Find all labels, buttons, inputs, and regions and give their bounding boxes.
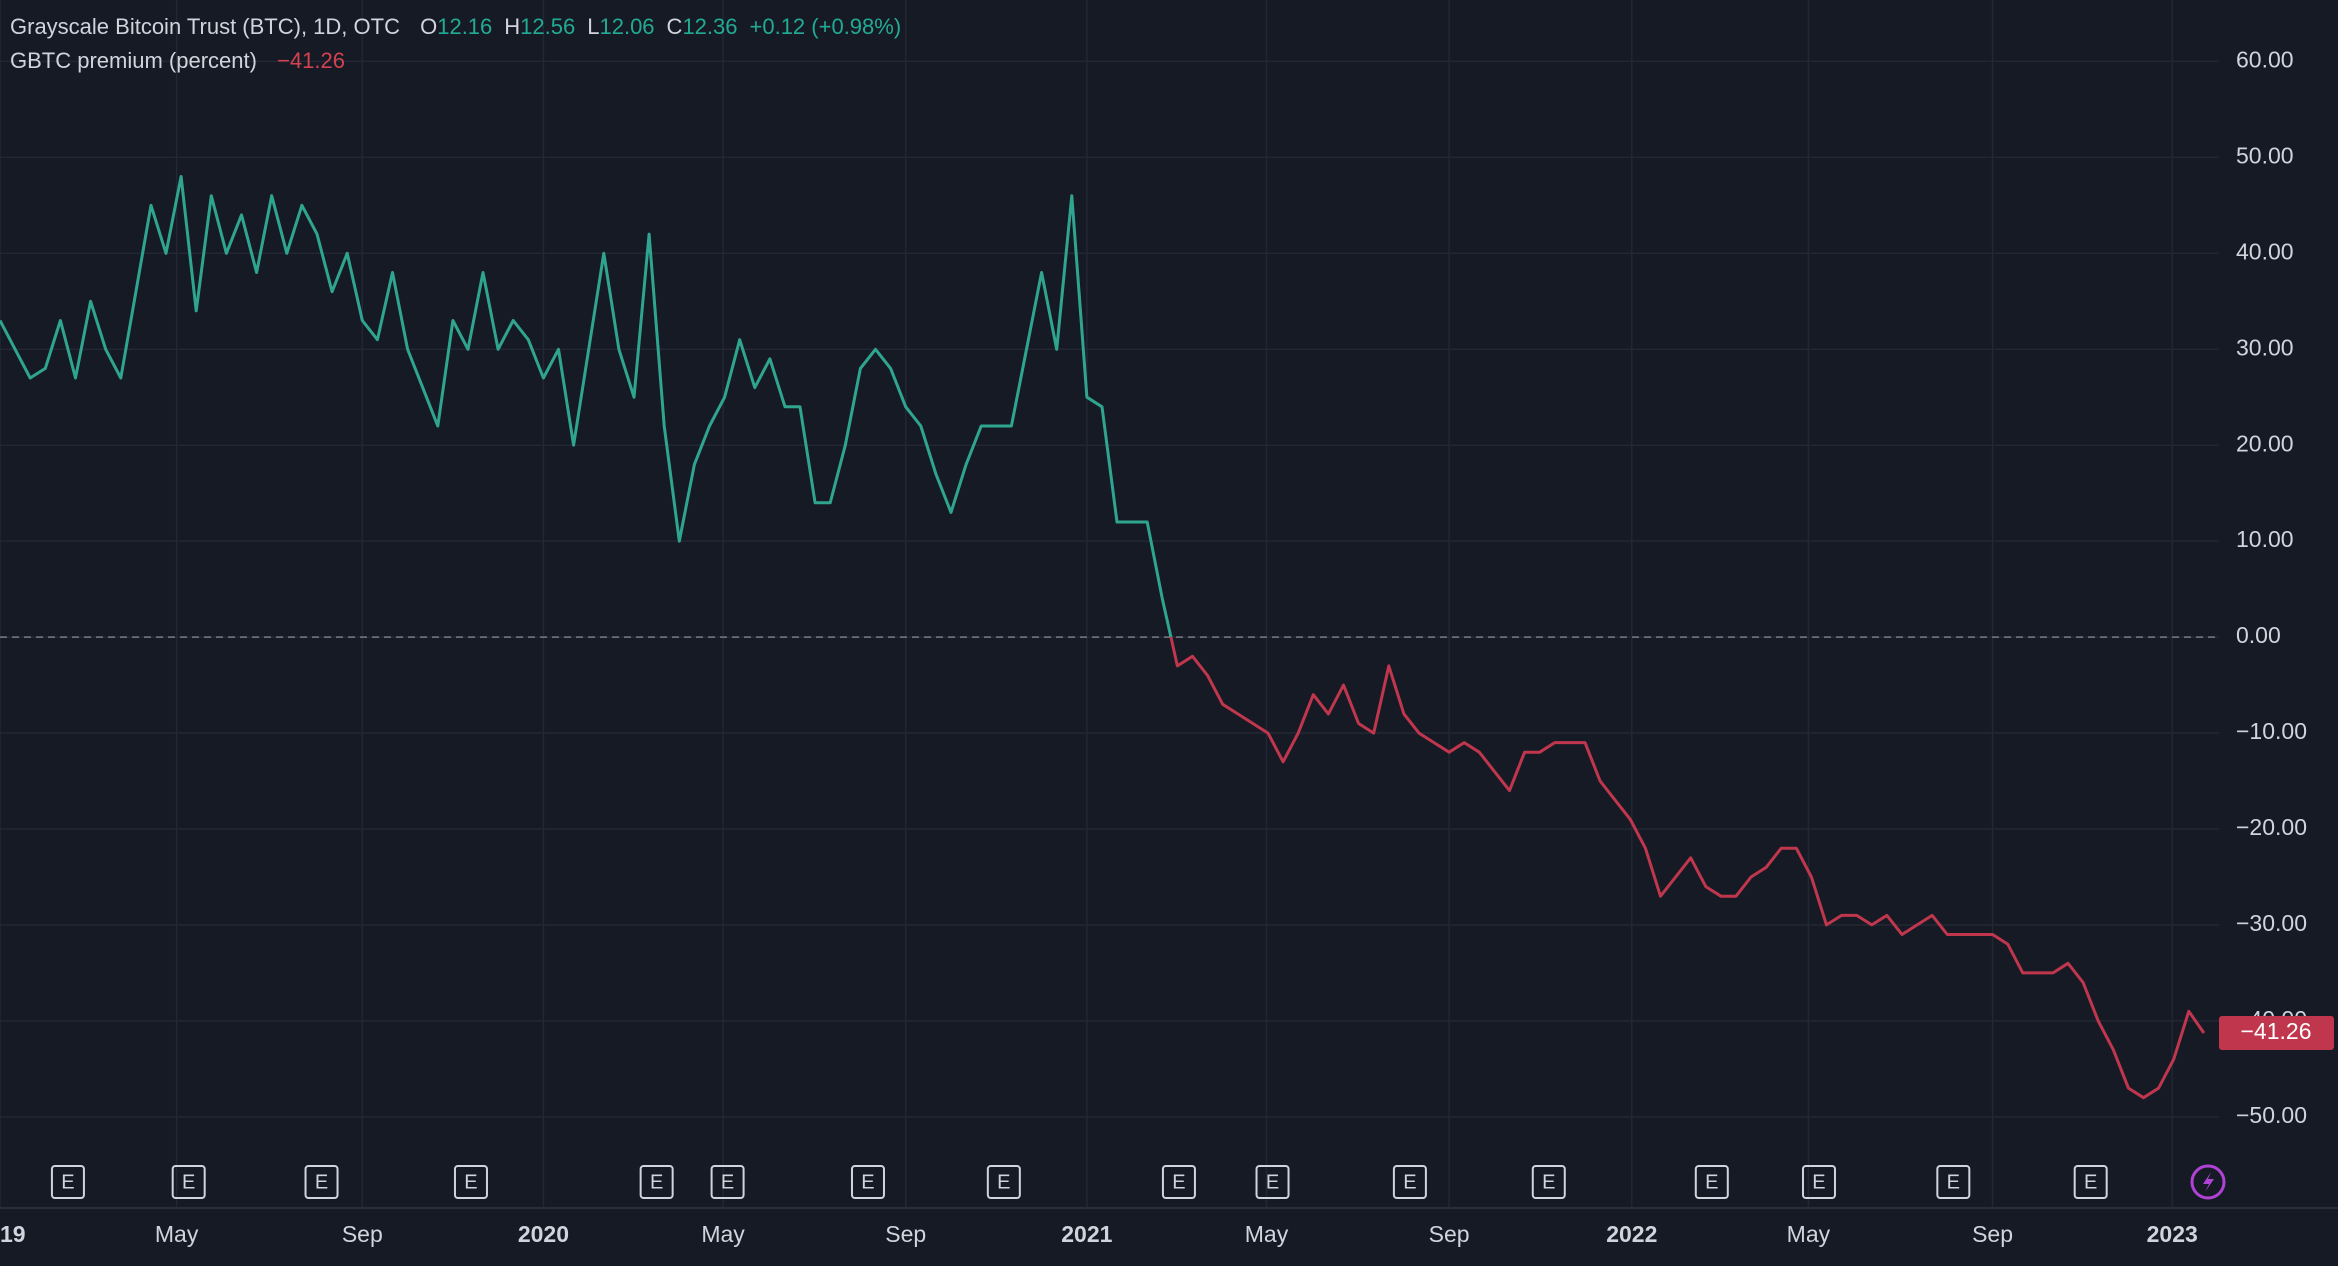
- earnings-label: E: [1266, 1171, 1279, 1193]
- earnings-label: E: [61, 1171, 74, 1193]
- grid: [0, 0, 2219, 1208]
- last-value-label: −41.26: [2241, 1018, 2312, 1044]
- ohlc-value: 12.16: [437, 14, 492, 39]
- earnings-marker: [1694, 1165, 1729, 1199]
- earnings-label: E: [1812, 1171, 1825, 1193]
- x-tick-label: 2022: [1606, 1221, 1657, 1247]
- y-tick-label: 50.00: [2236, 142, 2294, 168]
- earnings-label: E: [1172, 1171, 1185, 1193]
- earnings-label: E: [464, 1171, 477, 1193]
- y-tick-label: −20.00: [2236, 814, 2307, 840]
- replay-icon[interactable]: [2190, 1164, 2226, 1200]
- earnings-marker: [1161, 1165, 1196, 1199]
- x-tick-label: May: [701, 1221, 745, 1247]
- x-tick-label: May: [1787, 1221, 1831, 1247]
- earnings-label: E: [721, 1171, 734, 1193]
- ohlc-value: 12.56: [520, 14, 575, 39]
- ohlc-label: L: [587, 14, 599, 39]
- earnings-marker: [710, 1165, 745, 1199]
- axes: 60.00 50.00 40.00 30.00 20.00 10.00 0.00 −10.00…: [0, 46, 2334, 1247]
- earnings-marker: [171, 1165, 206, 1199]
- series-name: GBTC premium (percent): [10, 48, 257, 73]
- series-last-value: −41.26: [277, 48, 345, 73]
- earnings-marker: [639, 1165, 674, 1199]
- plot: [0, 175, 2219, 1100]
- x-tick-label: Sep: [1972, 1221, 2013, 1247]
- earnings-label: E: [315, 1171, 328, 1193]
- chart-title: Grayscale Bitcoin Trust (BTC), 1D, OTC: [10, 14, 400, 39]
- x-tick-label: May: [1245, 1221, 1289, 1247]
- y-tick-label: −50.00: [2236, 1102, 2307, 1128]
- earnings-marker: [850, 1165, 885, 1199]
- change: +0.12 (+0.98%): [750, 14, 902, 39]
- earnings-marker: [1392, 1165, 1427, 1199]
- y-tick-label: 10.00: [2236, 526, 2294, 552]
- header-line: Grayscale Bitcoin Trust (BTC), 1D, OTC O…: [10, 14, 901, 39]
- earnings-label: E: [861, 1171, 874, 1193]
- ohlc-label: H: [504, 14, 520, 39]
- x-tick-label: 2020: [518, 1221, 569, 1247]
- y-tick-label: −10.00: [2236, 718, 2307, 744]
- earnings-label: E: [2084, 1171, 2097, 1193]
- header: Grayscale Bitcoin Trust (BTC), 1D, OTC O…: [10, 14, 901, 73]
- icon-circle: [2190, 1164, 2226, 1200]
- icon-bolt: [2203, 1172, 2214, 1192]
- y-tick-label: 20.00: [2236, 430, 2294, 456]
- earnings-label: E: [1947, 1171, 1960, 1193]
- series-line: [0, 175, 2206, 1100]
- earnings-label: E: [182, 1171, 195, 1193]
- x-tick-label: 2023: [2147, 1221, 2198, 1247]
- y-tick-label: 60.00: [2236, 46, 2294, 72]
- earnings-label: E: [1542, 1171, 1555, 1193]
- x-tick-label: 2021: [1061, 1221, 1112, 1247]
- earnings-marker: [1255, 1165, 1290, 1199]
- x-tick-label: Sep: [342, 1221, 383, 1247]
- earnings-marker: [304, 1165, 339, 1199]
- earnings-label: E: [1705, 1171, 1718, 1193]
- ohlc-value: 12.06: [599, 14, 654, 39]
- x-tick-label: Sep: [1429, 1221, 1470, 1247]
- earnings-marker: [2073, 1165, 2108, 1199]
- earnings-marker: [1531, 1165, 1566, 1199]
- last-value-badge: [2219, 1015, 2334, 1050]
- x-tick-label: May: [155, 1221, 199, 1247]
- y-tick-label: −30.00: [2236, 910, 2307, 936]
- indicator-legend: GBTC premium (percent) −41.26: [10, 48, 345, 73]
- earnings-label: E: [650, 1171, 663, 1193]
- x-tick-label: Sep: [885, 1221, 926, 1247]
- y-tick-label: 40.00: [2236, 238, 2294, 264]
- earnings-marker: [1936, 1165, 1971, 1199]
- y-tick-label: 0.00: [2236, 622, 2281, 648]
- earnings-marker: [50, 1165, 85, 1199]
- earnings-marker: [1801, 1165, 1836, 1199]
- ohlc-label: O: [420, 14, 437, 39]
- earnings-marker: [986, 1165, 1021, 1199]
- x-tick-label: 19: [0, 1221, 26, 1247]
- earnings-marker: [453, 1165, 488, 1199]
- y-tick-label: 30.00: [2236, 334, 2294, 360]
- ohlc-value: 12.36: [682, 14, 737, 39]
- earnings-label: E: [1403, 1171, 1416, 1193]
- ohlc-label: C: [667, 14, 683, 39]
- earnings-label: E: [997, 1171, 1010, 1193]
